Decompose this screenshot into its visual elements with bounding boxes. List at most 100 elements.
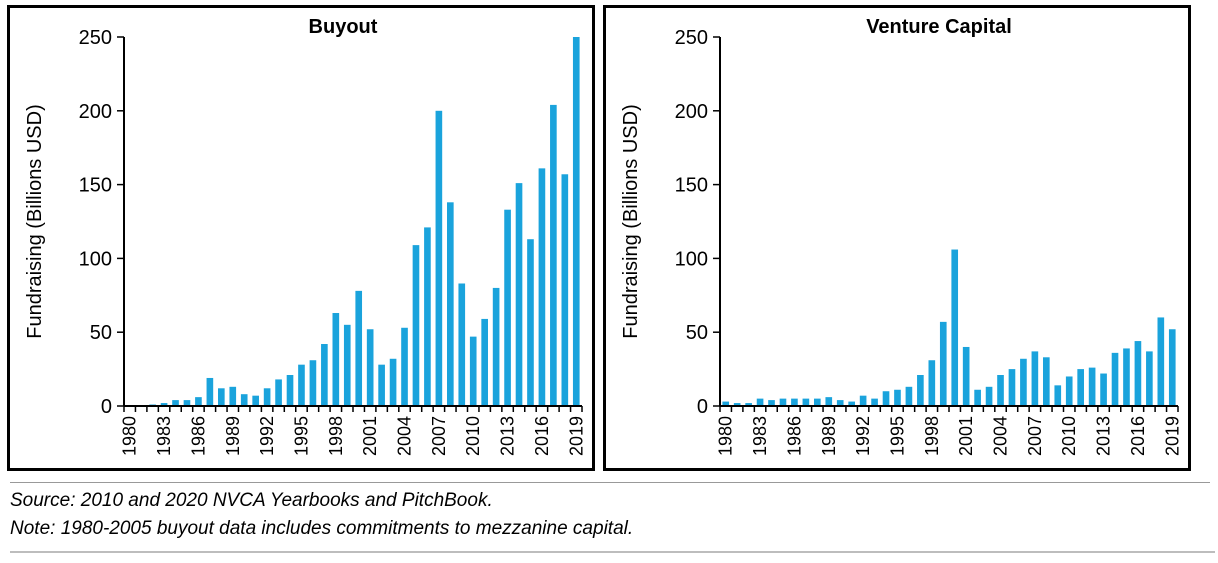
buyout-bar-2002 xyxy=(378,364,385,406)
buyout-x-tick-label-1986: 1986 xyxy=(188,416,208,456)
buyout-bar-1995 xyxy=(298,364,305,406)
buyout-bar-1996 xyxy=(309,360,317,406)
vc-x-tick-label-2013: 2013 xyxy=(1094,416,1114,456)
vc-y-tick-label-100: 100 xyxy=(675,248,708,270)
buyout-bar-2019 xyxy=(572,37,580,406)
buyout-x-tick-label-2007: 2007 xyxy=(429,416,449,456)
vc-x-tick-label-2010: 2010 xyxy=(1059,416,1079,456)
source-note: Source: 2010 and 2020 NVCA Yearbooks and… xyxy=(10,490,493,511)
vc-x-tick-label-1992: 1992 xyxy=(853,416,873,456)
vc-bar-1989 xyxy=(825,397,833,406)
buyout-bar-1985 xyxy=(183,400,191,406)
vc-bar-2008 xyxy=(1043,357,1050,406)
buyout-x-tick-label-2004: 2004 xyxy=(395,416,415,456)
buyout-bar-2015 xyxy=(527,239,534,406)
buyout-y-tick-label-50: 50 xyxy=(90,322,112,344)
vc-x-tick-label-1980: 1980 xyxy=(716,416,736,456)
buyout-x-tick-label-1980: 1980 xyxy=(120,416,140,456)
vc-bar-1991 xyxy=(848,401,855,406)
buyout-bar-2016 xyxy=(538,168,546,406)
vc-bar-2017 xyxy=(1146,351,1153,406)
buyout-bar-1983 xyxy=(160,403,168,406)
buyout-bar-1986 xyxy=(195,397,202,406)
buyout-bar-2018 xyxy=(561,174,569,406)
buyout-bar-2013 xyxy=(504,209,511,406)
vc-bar-2010 xyxy=(1065,376,1073,406)
buyout-bar-2012 xyxy=(492,287,500,406)
vc-bar-1999 xyxy=(939,321,947,406)
vc-bar-2001 xyxy=(962,346,970,406)
vc-bar-1987 xyxy=(802,398,810,406)
buyout-bar-1988 xyxy=(218,388,225,406)
vc-x-tick-label-2004: 2004 xyxy=(991,416,1011,456)
buyout-x-tick-label-2001: 2001 xyxy=(360,416,380,456)
vc-x-tick-label-1995: 1995 xyxy=(887,416,907,456)
vc-bar-1994 xyxy=(882,391,890,406)
buyout-bar-1989 xyxy=(229,386,237,406)
buyout-chart: Buyout Fundraising (Billions USD) 0 50 100 15… xyxy=(24,16,586,456)
vc-bar-2004 xyxy=(997,375,1004,406)
buyout-y-axis-label: Fundraising (Billions USD) xyxy=(24,104,46,339)
vc-bar-2006 xyxy=(1020,358,1027,406)
buyout-x-tick-label-1983: 1983 xyxy=(154,416,174,456)
vc-bar-2003 xyxy=(985,386,993,406)
buyout-bar-1994 xyxy=(286,375,294,406)
buyout-bar-2000 xyxy=(355,290,363,406)
buyout-bar-2005 xyxy=(412,245,420,406)
vc-bar-1998 xyxy=(928,360,936,406)
vc-y-tick-label-200: 200 xyxy=(675,101,708,123)
buyout-bar-2008 xyxy=(447,202,454,406)
buyout-bar-2006 xyxy=(424,227,431,406)
bottom-divider xyxy=(10,551,1215,553)
vc-bar-2018 xyxy=(1157,317,1165,406)
vc-y-tick-label-0: 0 xyxy=(697,396,708,418)
vc-bar-2002 xyxy=(974,389,981,406)
vc-bar-2005 xyxy=(1008,369,1016,406)
buyout-bar-1991 xyxy=(252,395,259,406)
venture-capital-chart-panel: Venture Capital Fundraising (Billions USD… xyxy=(603,5,1191,471)
vc-x-tick-label-2001: 2001 xyxy=(956,416,976,456)
buyout-y-tick-label-150: 150 xyxy=(79,175,112,197)
vc-x-tick-label-1989: 1989 xyxy=(819,416,839,456)
footnotes: Source: 2010 and 2020 NVCA Yearbooks and… xyxy=(10,482,1210,543)
vc-bar-1988 xyxy=(814,398,821,406)
buyout-bar-1998 xyxy=(332,313,340,406)
vc-bar-1981 xyxy=(733,403,741,406)
buyout-bar-2017 xyxy=(550,104,557,407)
buyout-bar-2011 xyxy=(481,318,488,406)
buyout-y-tick-label-250: 250 xyxy=(79,27,112,49)
buyout-bar-1993 xyxy=(275,379,282,406)
buyout-bar-2009 xyxy=(458,283,466,406)
buyout-y-tick-label-0: 0 xyxy=(101,396,112,418)
vc-bar-2014 xyxy=(1111,352,1119,406)
buyout-chart-panel: Buyout Fundraising (Billions USD) 0 50 100 15… xyxy=(7,5,595,471)
vc-y-axis-label: Fundraising (Billions USD) xyxy=(620,104,642,339)
buyout-bar-2004 xyxy=(401,327,408,406)
vc-bar-2007 xyxy=(1031,351,1039,406)
vc-bar-1984 xyxy=(768,400,775,406)
vc-x-tick-label-2016: 2016 xyxy=(1128,416,1148,456)
buyout-x-tick-label-1998: 1998 xyxy=(326,416,346,456)
buyout-bar-2014 xyxy=(515,183,523,406)
vc-bar-1997 xyxy=(917,375,924,406)
vc-bar-1992 xyxy=(859,395,867,406)
buyout-x-tick-label-2010: 2010 xyxy=(463,416,483,456)
buyout-bar-1990 xyxy=(240,394,248,406)
vc-bar-2012 xyxy=(1088,367,1096,406)
vc-bar-1982 xyxy=(745,403,752,406)
venture-capital-chart: Venture Capital Fundraising (Billions USD… xyxy=(620,16,1182,456)
vc-bar-2009 xyxy=(1054,385,1062,406)
buyout-bar-1992 xyxy=(263,388,271,406)
buyout-x-tick-label-1989: 1989 xyxy=(223,416,243,456)
buyout-bar-1984 xyxy=(172,400,179,406)
vc-bar-1980 xyxy=(722,401,730,406)
vc-bar-1986 xyxy=(791,398,798,406)
vc-bar-2019 xyxy=(1168,329,1176,406)
vc-bar-2013 xyxy=(1100,373,1107,406)
vc-x-tick-label-2019: 2019 xyxy=(1162,416,1182,456)
vc-x-tick-label-2007: 2007 xyxy=(1025,416,1045,456)
buyout-bar-1987 xyxy=(206,377,214,406)
vc-bar-2000 xyxy=(951,249,959,406)
vc-x-tick-label-1983: 1983 xyxy=(750,416,770,456)
vc-y-tick-label-50: 50 xyxy=(686,322,708,344)
